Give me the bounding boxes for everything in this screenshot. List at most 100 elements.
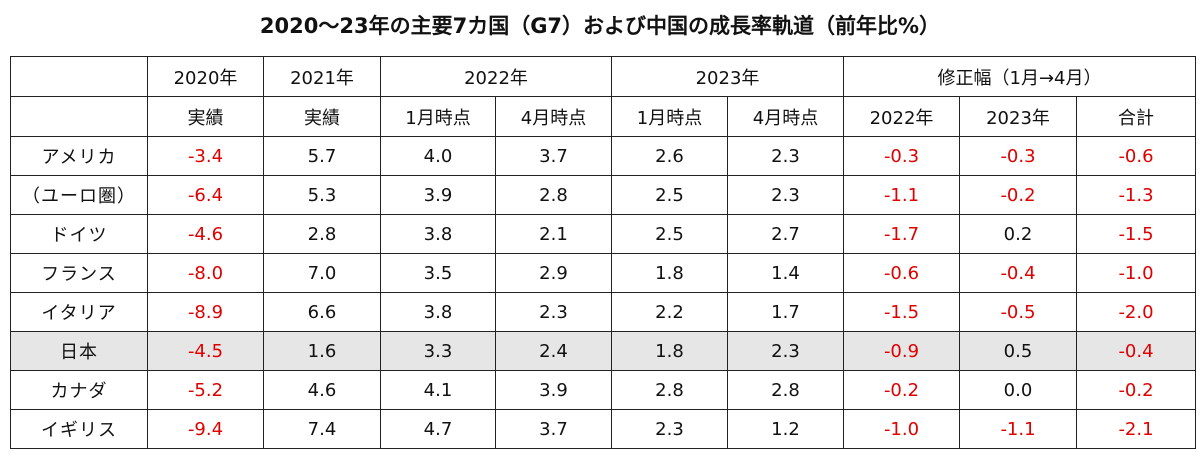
table-row: フランス -8.0 7.0 3.5 2.9 1.8 1.4 -0.6 -0.4 -1.0 — [10, 253, 1196, 293]
subheader-cell: 2022年 — [843, 96, 960, 137]
table-cell: 2.3 — [495, 292, 612, 332]
header-corner-sub — [10, 96, 148, 137]
table-cell: 2.7 — [727, 214, 844, 254]
table-cell: 2.2 — [611, 292, 728, 332]
table-cell: -2.0 — [1076, 292, 1196, 332]
table-cell: 2.8 — [263, 214, 381, 254]
header-row-sub: 実績 実績 1月時点 4月時点 1月時点 4月時点 2022年 2023年 合計 — [10, 96, 1196, 137]
table-cell: 3.8 — [380, 292, 496, 332]
subheader-cell: 実績 — [263, 96, 381, 137]
table-cell: -1.3 — [1076, 175, 1196, 215]
table-cell: -6.4 — [147, 175, 264, 215]
header-2023: 2023年 — [611, 56, 844, 97]
table-cell: 2.5 — [611, 214, 728, 254]
growth-table: 2020年 2021年 2022年 2023年 修正幅（1月→4月） 実績 実績… — [10, 56, 1196, 449]
table-cell: 1.8 — [611, 331, 728, 371]
table-cell: -8.0 — [147, 253, 264, 293]
row-label: フランス — [10, 253, 148, 293]
table-cell: -9.4 — [147, 409, 264, 449]
table-cell: 4.0 — [380, 136, 496, 176]
table-cell: 2.3 — [611, 409, 728, 449]
table-cell: 1.6 — [263, 331, 381, 371]
table-cell: -1.1 — [959, 409, 1077, 449]
header-revision: 修正幅（1月→4月） — [843, 56, 1196, 97]
table-cell: 0.0 — [959, 370, 1077, 410]
table-cell: -2.1 — [1076, 409, 1196, 449]
table-cell: -0.3 — [959, 136, 1077, 176]
row-label: イギリス — [10, 409, 148, 449]
subheader-cell: 4月時点 — [727, 96, 844, 137]
table-cell: 3.9 — [495, 370, 612, 410]
row-label: アメリカ — [10, 136, 148, 176]
table-cell: 1.2 — [727, 409, 844, 449]
table-cell: 7.0 — [263, 253, 381, 293]
table-cell: -1.5 — [1076, 214, 1196, 254]
table-cell: 3.7 — [495, 136, 612, 176]
table-cell: 2.4 — [495, 331, 612, 371]
table-cell: -3.4 — [147, 136, 264, 176]
row-label: イタリア — [10, 292, 148, 332]
header-corner — [10, 56, 148, 97]
table-cell: 2.9 — [495, 253, 612, 293]
table-cell: -0.4 — [1076, 331, 1196, 371]
table-cell: 7.4 — [263, 409, 381, 449]
table-cell: 3.5 — [380, 253, 496, 293]
table-cell: -1.0 — [843, 409, 960, 449]
table-row: アメリカ -3.4 5.7 4.0 3.7 2.6 2.3 -0.3 -0.3 -0.6 — [10, 136, 1196, 176]
table-cell: 0.5 — [959, 331, 1077, 371]
subheader-cell: 実績 — [147, 96, 264, 137]
table-cell: 2.3 — [727, 175, 844, 215]
table-cell: 2.3 — [727, 331, 844, 371]
table-cell: 3.3 — [380, 331, 496, 371]
table-cell: 4.1 — [380, 370, 496, 410]
table-cell: -4.5 — [147, 331, 264, 371]
table-cell: 2.8 — [727, 370, 844, 410]
table-cell: -0.2 — [959, 175, 1077, 215]
table-cell: -0.2 — [1076, 370, 1196, 410]
table-cell: -5.2 — [147, 370, 264, 410]
table-cell: -0.3 — [843, 136, 960, 176]
table-row: イギリス -9.4 7.4 4.7 3.7 2.3 1.2 -1.0 -1.1 -2.1 — [10, 409, 1196, 449]
table-cell: -4.6 — [147, 214, 264, 254]
table-cell: 4.7 — [380, 409, 496, 449]
row-label: ドイツ — [10, 214, 148, 254]
table-cell: -0.6 — [843, 253, 960, 293]
table-row: 日本 -4.5 1.6 3.3 2.4 1.8 2.3 -0.9 0.5 -0.4 — [10, 331, 1196, 371]
table-cell: 6.6 — [263, 292, 381, 332]
subheader-cell: 1月時点 — [380, 96, 496, 137]
table-cell: -1.7 — [843, 214, 960, 254]
table-cell: -0.2 — [843, 370, 960, 410]
table-cell: 1.8 — [611, 253, 728, 293]
table-cell: 3.7 — [495, 409, 612, 449]
table-cell: 1.7 — [727, 292, 844, 332]
table-cell: -1.1 — [843, 175, 960, 215]
table-cell: 0.2 — [959, 214, 1077, 254]
table-cell: 2.5 — [611, 175, 728, 215]
page-title: 2020〜23年の主要7カ国（G7）および中国の成長率軌道（前年比%） — [259, 14, 941, 38]
table-cell: 5.3 — [263, 175, 381, 215]
table-row: イタリア -8.9 6.6 3.8 2.3 2.2 1.7 -1.5 -0.5 -2.0 — [10, 292, 1196, 332]
table-cell: 1.4 — [727, 253, 844, 293]
row-label: 日本 — [10, 331, 148, 371]
table-cell: -0.9 — [843, 331, 960, 371]
table-cell: 2.6 — [611, 136, 728, 176]
table-cell: 4.6 — [263, 370, 381, 410]
subheader-cell: 2023年 — [959, 96, 1077, 137]
header-2021: 2021年 — [263, 56, 381, 97]
table-cell: -1.0 — [1076, 253, 1196, 293]
subheader-cell: 合計 — [1076, 96, 1196, 137]
header-2022: 2022年 — [380, 56, 612, 97]
table-cell: 3.8 — [380, 214, 496, 254]
table-cell: -0.4 — [959, 253, 1077, 293]
table-cell: -8.9 — [147, 292, 264, 332]
table-row: カナダ -5.2 4.6 4.1 3.9 2.8 2.8 -0.2 0.0 -0.2 — [10, 370, 1196, 410]
row-label: カナダ — [10, 370, 148, 410]
table-cell: 2.8 — [495, 175, 612, 215]
table-row: （ユーロ圏） -6.4 5.3 3.9 2.8 2.5 2.3 -1.1 -0.2 -1.3 — [10, 175, 1196, 215]
table-row: ドイツ -4.6 2.8 3.8 2.1 2.5 2.7 -1.7 0.2 -1.5 — [10, 214, 1196, 254]
table-cell: 2.8 — [611, 370, 728, 410]
table-cell: 3.9 — [380, 175, 496, 215]
table-cell: 5.7 — [263, 136, 381, 176]
header-row-top: 2020年 2021年 2022年 2023年 修正幅（1月→4月） — [10, 56, 1196, 97]
subheader-cell: 1月時点 — [611, 96, 728, 137]
